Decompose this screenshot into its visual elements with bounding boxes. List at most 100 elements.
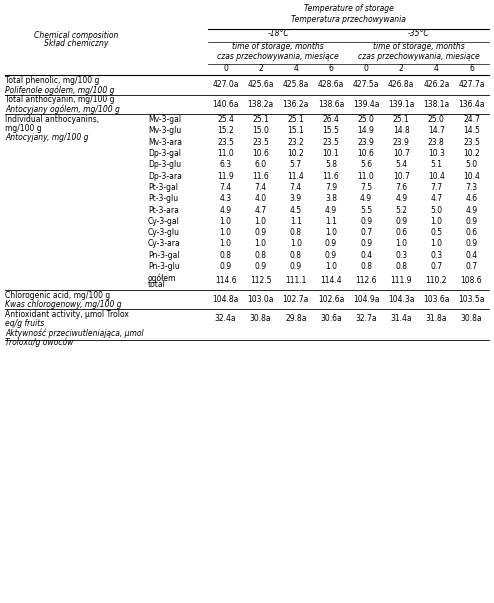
Text: 3.8: 3.8 <box>325 194 337 203</box>
Text: 25.0: 25.0 <box>358 115 374 124</box>
Text: -35°C: -35°C <box>408 29 430 38</box>
Text: Chlorogenic acid, mg/100 g: Chlorogenic acid, mg/100 g <box>5 291 110 300</box>
Text: 0.7: 0.7 <box>465 262 478 271</box>
Text: 23.2: 23.2 <box>288 137 304 147</box>
Text: 108.6: 108.6 <box>460 276 482 285</box>
Text: 4: 4 <box>434 65 439 74</box>
Text: 15.5: 15.5 <box>323 127 339 136</box>
Text: 11.4: 11.4 <box>288 172 304 181</box>
Text: 5.1: 5.1 <box>430 160 442 169</box>
Text: 1.0: 1.0 <box>430 239 442 248</box>
Text: 11.0: 11.0 <box>217 149 234 158</box>
Text: 10.6: 10.6 <box>252 149 269 158</box>
Text: 15.0: 15.0 <box>252 127 269 136</box>
Text: 0.9: 0.9 <box>325 239 337 248</box>
Text: time of storage, months: time of storage, months <box>373 42 465 51</box>
Text: 138.1a: 138.1a <box>423 99 450 109</box>
Text: 4.6: 4.6 <box>465 194 478 203</box>
Text: Total anthocyanin, mg/100 g: Total anthocyanin, mg/100 g <box>5 95 115 104</box>
Text: 1.1: 1.1 <box>325 217 337 226</box>
Text: 140.6a: 140.6a <box>212 99 239 109</box>
Text: 0.9: 0.9 <box>395 217 407 226</box>
Text: 114.6: 114.6 <box>215 276 236 285</box>
Text: 0.3: 0.3 <box>395 251 407 260</box>
Text: 427.7a: 427.7a <box>458 80 485 89</box>
Text: 0.9: 0.9 <box>465 217 478 226</box>
Text: 4.9: 4.9 <box>395 194 407 203</box>
Text: 4: 4 <box>293 65 298 74</box>
Text: 428.6a: 428.6a <box>318 80 344 89</box>
Text: 29.8a: 29.8a <box>285 314 307 323</box>
Text: 10.6: 10.6 <box>358 149 374 158</box>
Text: 4.3: 4.3 <box>219 194 232 203</box>
Text: 0.8: 0.8 <box>219 251 232 260</box>
Text: 5.4: 5.4 <box>395 160 407 169</box>
Text: 10.7: 10.7 <box>393 172 410 181</box>
Text: 7.3: 7.3 <box>465 183 478 192</box>
Text: 4.9: 4.9 <box>360 194 372 203</box>
Text: 15.1: 15.1 <box>288 127 304 136</box>
Text: 15.2: 15.2 <box>217 127 234 136</box>
Text: 1.0: 1.0 <box>395 239 407 248</box>
Text: Dp-3-ara: Dp-3-ara <box>148 172 182 181</box>
Text: 5.0: 5.0 <box>430 206 442 215</box>
Text: 1.0: 1.0 <box>255 217 267 226</box>
Text: 114.4: 114.4 <box>320 276 342 285</box>
Text: 26.4: 26.4 <box>323 115 339 124</box>
Text: Temperature of storage: Temperature of storage <box>303 4 393 13</box>
Text: 110.2: 110.2 <box>425 276 447 285</box>
Text: 11.9: 11.9 <box>217 172 234 181</box>
Text: time of storage, months: time of storage, months <box>232 42 324 51</box>
Text: 138.6a: 138.6a <box>318 99 344 109</box>
Text: 4.7: 4.7 <box>430 194 442 203</box>
Text: 6: 6 <box>469 65 474 74</box>
Text: 103.5a: 103.5a <box>458 295 485 304</box>
Text: 11.6: 11.6 <box>252 172 269 181</box>
Text: 30.8a: 30.8a <box>250 314 272 323</box>
Text: 5.5: 5.5 <box>360 206 372 215</box>
Text: 2: 2 <box>399 65 404 74</box>
Text: 0.9: 0.9 <box>360 217 372 226</box>
Text: Troloxu/g owoców: Troloxu/g owoców <box>5 338 74 347</box>
Text: Aktywność przeciwutleniająca, μmol: Aktywność przeciwutleniająca, μmol <box>5 329 144 338</box>
Text: 6: 6 <box>329 65 333 74</box>
Text: 0.8: 0.8 <box>290 251 302 260</box>
Text: 25.4: 25.4 <box>217 115 234 124</box>
Text: Individual anthocyanins,: Individual anthocyanins, <box>5 115 99 124</box>
Text: Pn-3-glu: Pn-3-glu <box>148 262 180 271</box>
Text: 30.6a: 30.6a <box>320 314 342 323</box>
Text: 0.7: 0.7 <box>430 262 442 271</box>
Text: 103.6a: 103.6a <box>423 295 450 304</box>
Text: 0.9: 0.9 <box>325 251 337 260</box>
Text: 7.9: 7.9 <box>325 183 337 192</box>
Text: Pt-3-gal: Pt-3-gal <box>148 183 178 192</box>
Text: 111.1: 111.1 <box>285 276 306 285</box>
Text: 5.8: 5.8 <box>325 160 337 169</box>
Text: Mv-3-ara: Mv-3-ara <box>148 137 182 147</box>
Text: czas przechowywania, miesiące: czas przechowywania, miesiące <box>217 52 339 61</box>
Text: 23.5: 23.5 <box>463 137 480 147</box>
Text: 7.4: 7.4 <box>219 183 232 192</box>
Text: 10.1: 10.1 <box>323 149 339 158</box>
Text: 4.0: 4.0 <box>254 194 267 203</box>
Text: 30.8a: 30.8a <box>460 314 482 323</box>
Text: 0.9: 0.9 <box>465 239 478 248</box>
Text: 136.4a: 136.4a <box>458 99 485 109</box>
Text: 23.9: 23.9 <box>358 137 374 147</box>
Text: 1.1: 1.1 <box>290 217 302 226</box>
Text: 3.9: 3.9 <box>290 194 302 203</box>
Text: 31.4a: 31.4a <box>390 314 412 323</box>
Text: 1.0: 1.0 <box>325 262 337 271</box>
Text: Dp-3-gal: Dp-3-gal <box>148 149 181 158</box>
Text: 6.3: 6.3 <box>219 160 232 169</box>
Text: 1.0: 1.0 <box>290 239 302 248</box>
Text: Mv-3-gal: Mv-3-gal <box>148 115 181 124</box>
Text: Skład chemiczny: Skład chemiczny <box>44 39 109 48</box>
Text: 1.0: 1.0 <box>219 239 232 248</box>
Text: 10.2: 10.2 <box>288 149 304 158</box>
Text: 7.5: 7.5 <box>360 183 372 192</box>
Text: 425.8a: 425.8a <box>283 80 309 89</box>
Text: -18°C: -18°C <box>267 29 289 38</box>
Text: Antocyjany ogólem, mg/100 g: Antocyjany ogólem, mg/100 g <box>5 105 120 114</box>
Text: 6.0: 6.0 <box>254 160 267 169</box>
